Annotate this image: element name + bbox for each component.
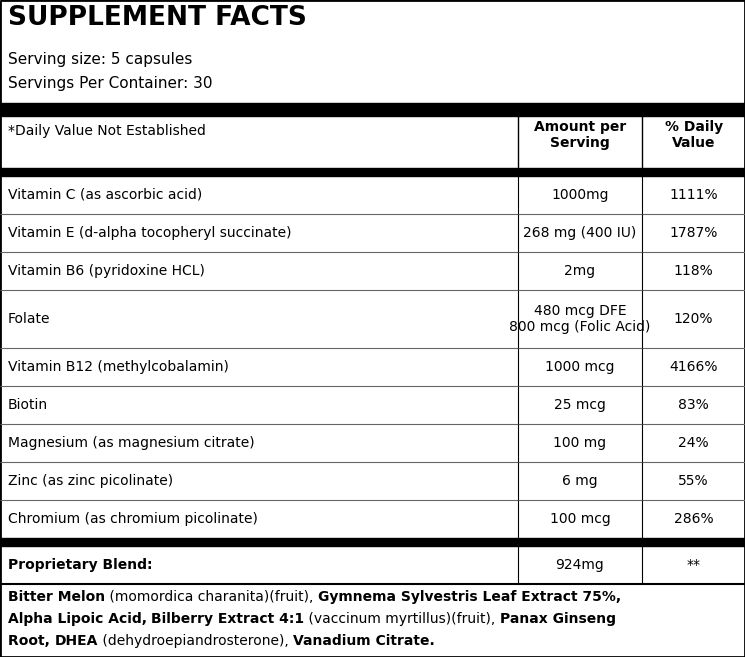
Bar	[0, 168, 745, 176]
Text: Vitamin C (as ascorbic acid): Vitamin C (as ascorbic acid)	[8, 188, 202, 202]
Text: 118%: 118%	[673, 264, 714, 278]
Text: 25 mcg: 25 mcg	[554, 398, 606, 412]
Text: (vaccinum myrtillus)(fruit),: (vaccinum myrtillus)(fruit),	[305, 612, 500, 626]
Text: (dehydroepiandrosterone),: (dehydroepiandrosterone),	[98, 634, 294, 648]
Text: Vitamin E (d-alpha tocopheryl succinate): Vitamin E (d-alpha tocopheryl succinate)	[8, 226, 291, 240]
Text: 83%: 83%	[678, 398, 709, 412]
Text: 24%: 24%	[678, 436, 709, 450]
Text: 286%: 286%	[673, 512, 714, 526]
Text: 2mg: 2mg	[565, 264, 595, 278]
Text: 100 mcg: 100 mcg	[550, 512, 610, 526]
Text: Biotin: Biotin	[8, 398, 48, 412]
Text: Bitter Melon: Bitter Melon	[8, 590, 105, 604]
Text: Alpha Lipoic Acid,: Alpha Lipoic Acid,	[8, 612, 147, 626]
Text: Magnesium (as magnesium citrate): Magnesium (as magnesium citrate)	[8, 436, 255, 450]
Text: Root,: Root,	[8, 634, 54, 648]
Text: *Daily Value Not Established: *Daily Value Not Established	[8, 124, 206, 138]
Text: 4166%: 4166%	[669, 360, 718, 374]
Bar	[0, 103, 745, 116]
Text: Vitamin B6 (pyridoxine HCL): Vitamin B6 (pyridoxine HCL)	[8, 264, 205, 278]
Text: Vanadium Citrate.: Vanadium Citrate.	[294, 634, 435, 648]
Text: SUPPLEMENT FACTS: SUPPLEMENT FACTS	[8, 5, 307, 31]
Text: 268 mg (400 IU): 268 mg (400 IU)	[523, 226, 637, 240]
Text: Servings Per Container: 30: Servings Per Container: 30	[8, 76, 212, 91]
Text: Chromium (as chromium picolinate): Chromium (as chromium picolinate)	[8, 512, 258, 526]
Text: **: **	[687, 558, 700, 572]
Text: 1000mg: 1000mg	[551, 188, 609, 202]
Text: 1787%: 1787%	[670, 226, 717, 240]
Text: 100 mg: 100 mg	[554, 436, 606, 450]
Text: % Daily
Value: % Daily Value	[665, 120, 723, 150]
Text: Folate: Folate	[8, 312, 51, 326]
Text: 1111%: 1111%	[669, 188, 718, 202]
Text: Zinc (as zinc picolinate): Zinc (as zinc picolinate)	[8, 474, 173, 488]
Text: 120%: 120%	[673, 312, 714, 326]
Bar	[0, 538, 745, 546]
Text: Amount per
Serving: Amount per Serving	[534, 120, 626, 150]
Text: Gymnema Sylvestris Leaf Extract 75%,: Gymnema Sylvestris Leaf Extract 75%,	[318, 590, 621, 604]
Text: 1000 mcg: 1000 mcg	[545, 360, 615, 374]
Text: Bilberry Extract 4:1: Bilberry Extract 4:1	[151, 612, 305, 626]
Text: Vitamin B12 (methylcobalamin): Vitamin B12 (methylcobalamin)	[8, 360, 229, 374]
Text: 480 mcg DFE
800 mcg (Folic Acid): 480 mcg DFE 800 mcg (Folic Acid)	[510, 304, 650, 334]
Text: Proprietary Blend:: Proprietary Blend:	[8, 558, 153, 572]
Text: Panax Ginseng: Panax Ginseng	[500, 612, 616, 626]
Text: 924mg: 924mg	[556, 558, 604, 572]
Text: Serving size: 5 capsules: Serving size: 5 capsules	[8, 52, 192, 67]
Text: 55%: 55%	[678, 474, 709, 488]
Text: (momordica charanita)(fruit),: (momordica charanita)(fruit),	[105, 590, 318, 604]
Text: DHEA: DHEA	[54, 634, 98, 648]
Text: 6 mg: 6 mg	[562, 474, 597, 488]
